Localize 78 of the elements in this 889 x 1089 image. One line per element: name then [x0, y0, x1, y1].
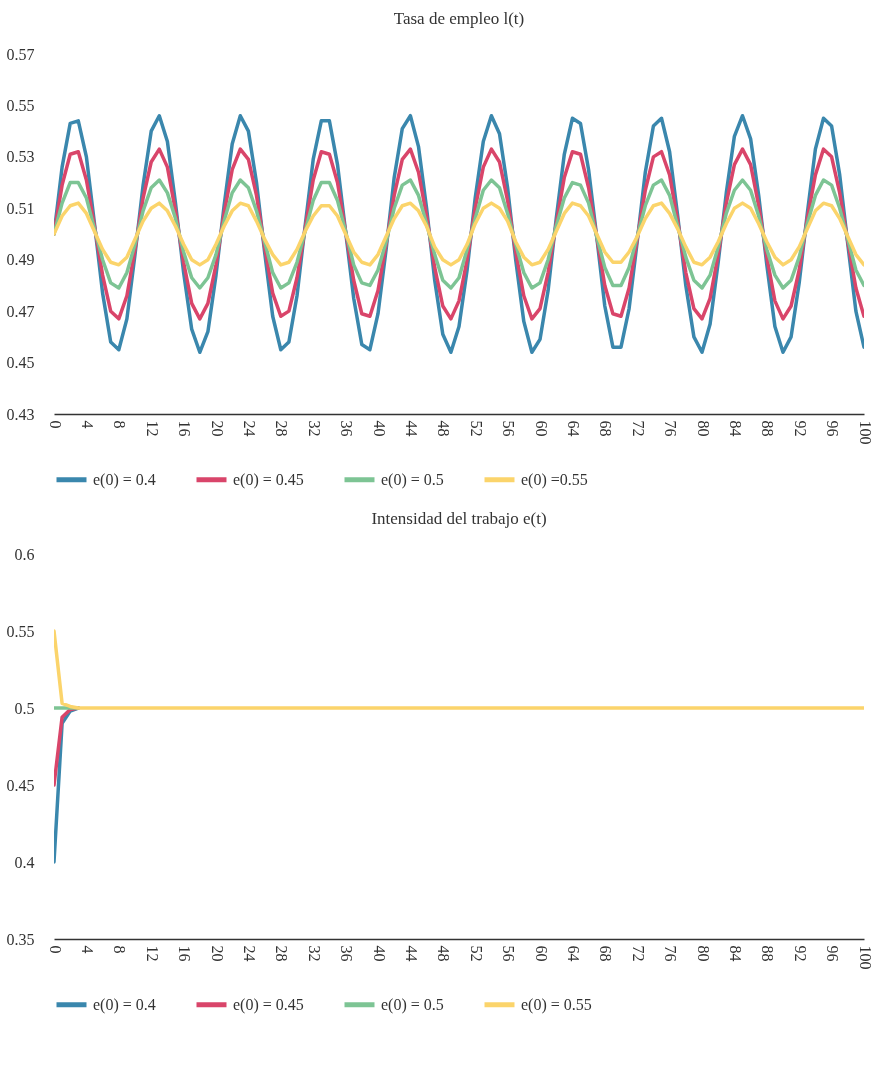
x-tick-label: 40: [370, 420, 388, 437]
x-tick-label: 44: [402, 420, 420, 437]
x-tick-label: 44: [402, 945, 420, 962]
legend-label: e(0) = 0.5: [381, 995, 444, 1014]
x-tick-label: 100: [856, 420, 874, 445]
x-tick-label: 16: [176, 945, 194, 962]
x-tick-label: 40: [370, 945, 388, 962]
y-tick-label: 0.4: [14, 853, 35, 871]
legend-label: e(0) = 0.45: [233, 470, 304, 489]
y-tick-label: 0.45: [6, 776, 35, 794]
x-tick-label: 36: [338, 945, 356, 962]
x-tick-label: 4: [78, 420, 96, 429]
x-tick-label: 80: [694, 420, 712, 437]
x-tick-label: 84: [726, 420, 744, 437]
x-tick-label: 16: [176, 420, 194, 437]
x-tick-label: 100: [856, 945, 874, 970]
x-tick-label: 28: [273, 945, 291, 962]
y-tick-label: 0.5: [14, 699, 35, 717]
y-tick-label: 0.43: [6, 405, 35, 423]
x-tick-label: 56: [500, 420, 518, 437]
chart-title: Tasa de empleo l(t): [393, 9, 525, 28]
x-tick-label: 52: [467, 945, 485, 962]
x-tick-label: 4: [78, 945, 96, 954]
legend-label: e(0) = 0.4: [93, 995, 156, 1014]
legend-label: e(0) = 0.55: [521, 995, 592, 1014]
legend-label: e(0) = 0.5: [381, 470, 444, 489]
x-tick-label: 60: [532, 945, 550, 962]
x-tick-label: 36: [338, 420, 356, 437]
y-tick-label: 0.49: [6, 251, 35, 269]
x-tick-label: 64: [564, 945, 582, 962]
y-tick-label: 0.53: [6, 148, 35, 166]
x-tick-label: 60: [532, 420, 550, 437]
y-tick-label: 0.35: [6, 930, 35, 948]
x-tick-label: 24: [240, 420, 258, 437]
x-tick-label: 32: [305, 945, 323, 962]
y-tick-label: 0.45: [6, 354, 35, 372]
x-tick-label: 48: [435, 945, 453, 962]
x-tick-label: 0: [46, 420, 64, 429]
x-tick-label: 72: [629, 420, 647, 437]
x-tick-label: 48: [435, 420, 453, 437]
x-tick-label: 92: [791, 945, 809, 962]
x-tick-label: 76: [662, 945, 680, 962]
x-tick-label: 32: [305, 420, 323, 437]
y-tick-label: 0.51: [6, 199, 35, 217]
y-tick-label: 0.55: [6, 96, 35, 114]
x-tick-label: 72: [629, 945, 647, 962]
y-tick-label: 0.47: [6, 302, 35, 320]
x-tick-label: 64: [564, 420, 582, 437]
x-tick-label: 96: [824, 420, 842, 437]
x-tick-label: 76: [662, 420, 680, 437]
legend-label: e(0) = 0.45: [233, 995, 304, 1014]
legend-label: e(0) =0.55: [521, 470, 588, 489]
x-tick-label: 20: [208, 945, 226, 962]
x-tick-label: 88: [759, 420, 777, 437]
x-tick-label: 8: [111, 420, 129, 429]
line-series: [54, 629, 864, 710]
x-tick-label: 84: [726, 945, 744, 962]
x-tick-label: 68: [597, 420, 615, 437]
line-series: [54, 201, 864, 267]
x-tick-label: 92: [791, 420, 809, 437]
x-tick-label: 52: [467, 420, 485, 437]
y-tick-label: 0.55: [6, 622, 35, 640]
x-tick-label: 20: [208, 420, 226, 437]
x-tick-label: 8: [111, 945, 129, 954]
x-tick-label: 88: [759, 945, 777, 962]
y-tick-label: 0.6: [14, 545, 35, 563]
legend-label: e(0) = 0.4: [93, 470, 156, 489]
x-tick-label: 12: [143, 945, 161, 962]
x-tick-label: 0: [46, 945, 64, 954]
x-tick-label: 24: [240, 945, 258, 962]
x-tick-label: 56: [500, 945, 518, 962]
x-tick-label: 96: [824, 945, 842, 962]
y-tick-label: 0.57: [6, 45, 35, 63]
x-tick-label: 80: [694, 945, 712, 962]
x-tick-label: 12: [143, 420, 161, 437]
x-tick-label: 68: [597, 945, 615, 962]
chart-title: Intensidad del trabajo e(t): [371, 509, 547, 528]
x-tick-label: 28: [273, 420, 291, 437]
